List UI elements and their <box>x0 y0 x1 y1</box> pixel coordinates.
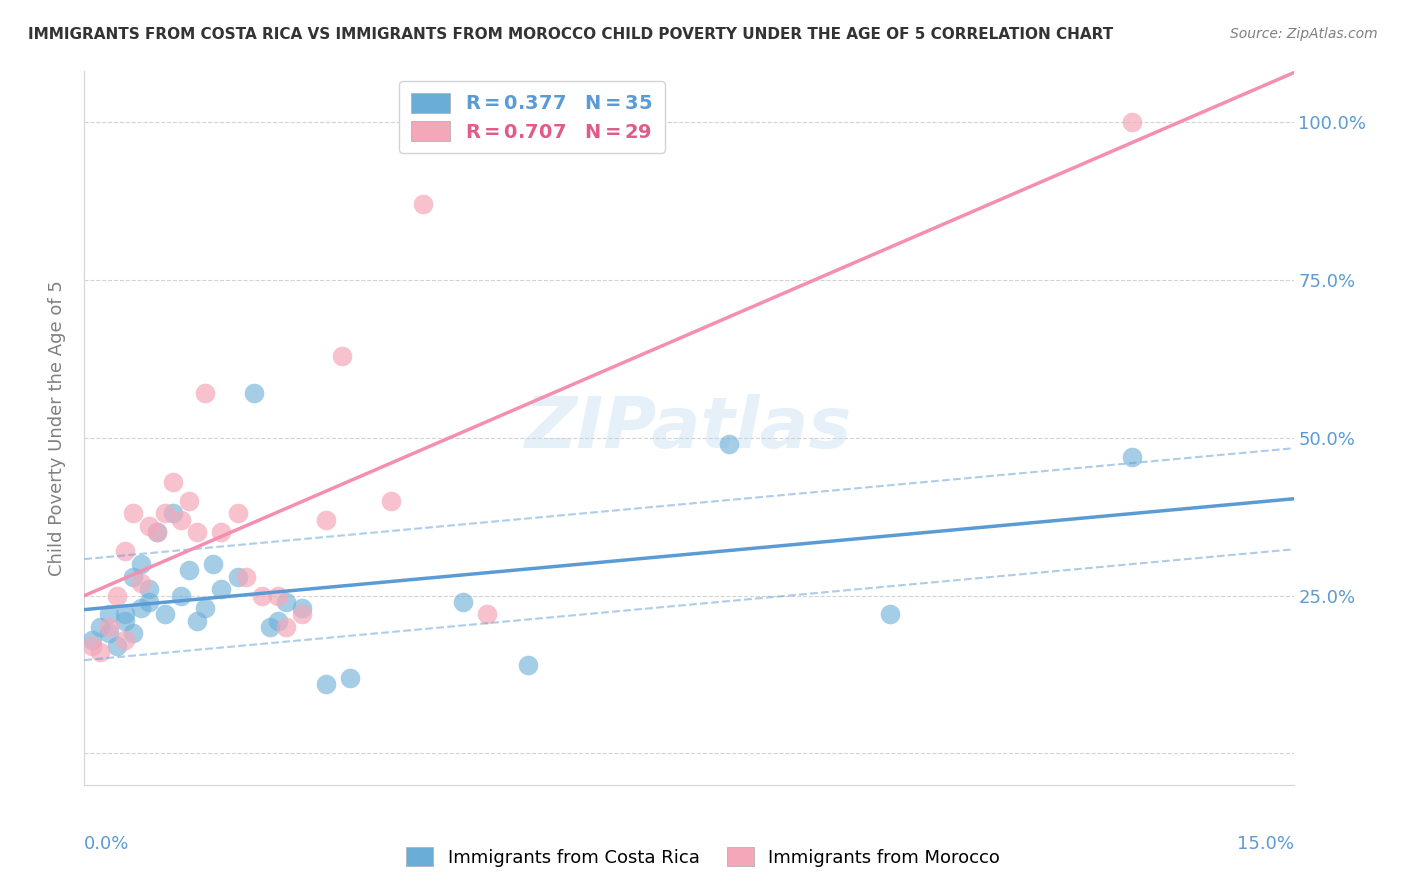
Point <box>242 386 264 401</box>
Point <box>114 614 136 628</box>
Text: Source: ZipAtlas.com: Source: ZipAtlas.com <box>1230 27 1378 41</box>
Text: 15.0%: 15.0% <box>1236 835 1294 853</box>
Point <box>82 632 104 647</box>
Point <box>105 639 128 653</box>
Point <box>274 595 297 609</box>
Point <box>186 525 208 540</box>
Point <box>186 614 208 628</box>
Point <box>138 582 160 597</box>
Point <box>97 626 120 640</box>
Point <box>194 601 217 615</box>
Point <box>179 493 201 508</box>
Text: 0.0%: 0.0% <box>84 835 129 853</box>
Point <box>138 595 160 609</box>
Y-axis label: Child Poverty Under the Age of 5: Child Poverty Under the Age of 5 <box>48 280 66 576</box>
Point <box>226 507 249 521</box>
Point <box>259 620 281 634</box>
Point <box>1121 450 1143 464</box>
Point <box>114 607 136 622</box>
Point <box>153 507 176 521</box>
Text: IMMIGRANTS FROM COSTA RICA VS IMMIGRANTS FROM MOROCCO CHILD POVERTY UNDER THE AG: IMMIGRANTS FROM COSTA RICA VS IMMIGRANTS… <box>28 27 1114 42</box>
Point <box>209 525 232 540</box>
Point <box>129 557 152 571</box>
Point <box>89 620 111 634</box>
Point <box>105 589 128 603</box>
Point <box>315 677 337 691</box>
Point <box>82 639 104 653</box>
Point <box>146 525 169 540</box>
Point <box>339 671 361 685</box>
Point <box>291 607 314 622</box>
Point <box>235 569 257 583</box>
Point <box>330 349 353 363</box>
Point <box>138 519 160 533</box>
Point <box>250 589 273 603</box>
Point <box>516 657 538 672</box>
Point <box>179 563 201 577</box>
Point <box>879 607 901 622</box>
Point <box>170 589 193 603</box>
Point <box>202 557 225 571</box>
Point <box>114 544 136 558</box>
Point <box>226 569 249 583</box>
Point <box>121 507 143 521</box>
Point <box>267 589 290 603</box>
Point <box>718 437 741 451</box>
Point <box>412 197 434 211</box>
Legend: $\bf{R = 0.377}$   $\bf{N = 35}$, $\bf{R = 0.707}$   $\bf{N = 29}$: $\bf{R = 0.377}$ $\bf{N = 35}$, $\bf{R =… <box>399 81 665 153</box>
Point <box>194 386 217 401</box>
Point <box>121 626 143 640</box>
Point <box>315 513 337 527</box>
Point <box>170 513 193 527</box>
Point <box>89 645 111 659</box>
Point <box>121 569 143 583</box>
Point <box>274 620 297 634</box>
Point <box>162 507 184 521</box>
Point <box>209 582 232 597</box>
Point <box>146 525 169 540</box>
Point <box>451 595 474 609</box>
Point <box>153 607 176 622</box>
Point <box>267 614 290 628</box>
Text: ZIPatlas: ZIPatlas <box>526 393 852 463</box>
Point <box>477 607 499 622</box>
Point <box>1121 115 1143 129</box>
Point <box>97 607 120 622</box>
Point <box>380 493 402 508</box>
Point <box>97 620 120 634</box>
Point <box>129 575 152 590</box>
Point <box>114 632 136 647</box>
Legend: Immigrants from Costa Rica, Immigrants from Morocco: Immigrants from Costa Rica, Immigrants f… <box>399 840 1007 874</box>
Point <box>129 601 152 615</box>
Point <box>162 475 184 489</box>
Point <box>291 601 314 615</box>
